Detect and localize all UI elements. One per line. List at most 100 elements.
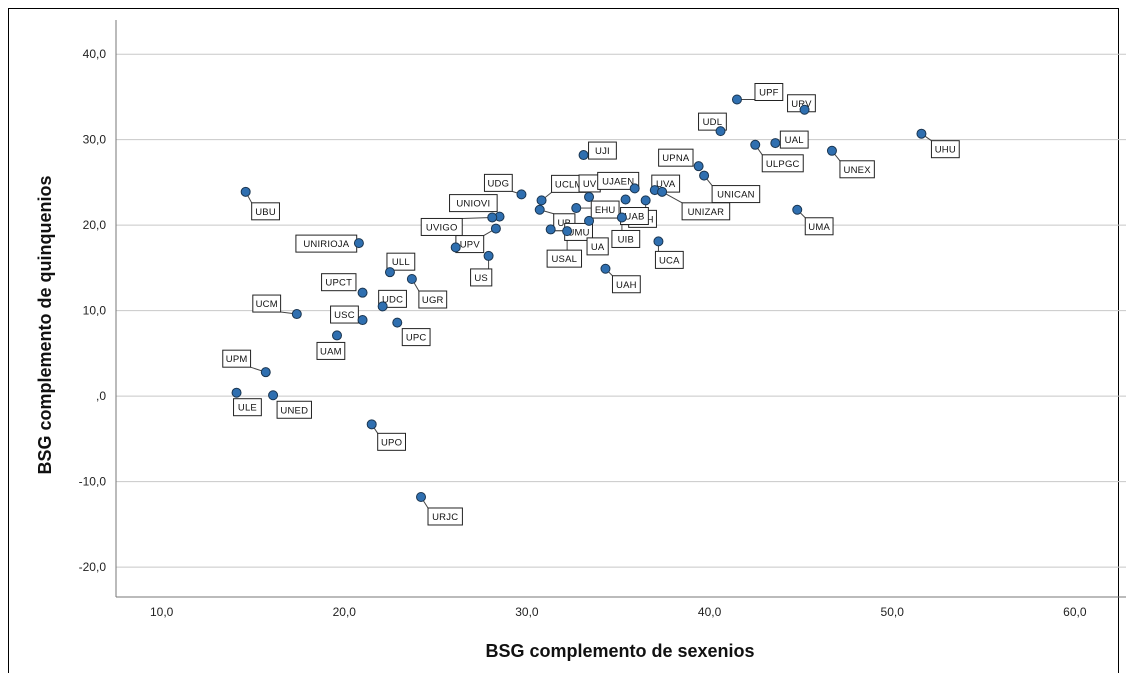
data-point [260, 367, 271, 378]
point-label: UBU [255, 207, 276, 218]
point-label-box [611, 229, 641, 248]
point-label: UHU [935, 145, 956, 156]
point-label-box [779, 130, 809, 149]
point-label: UPV [460, 240, 481, 251]
point-label: UIB [618, 234, 634, 245]
data-point [536, 195, 547, 206]
data-point [584, 191, 595, 202]
point-label-box [449, 194, 498, 213]
data-point [353, 238, 364, 249]
point-label: UNED [280, 405, 308, 416]
point-label: UVIGO [426, 222, 458, 233]
y-tick-label: 30,0 [83, 133, 107, 147]
point-label: UNIOVI [456, 199, 490, 210]
point-label: UNICAN [717, 190, 755, 201]
data-point [516, 189, 527, 200]
data-point [377, 301, 388, 312]
point-label: UJI [595, 146, 610, 157]
point-label: ULPGC [766, 159, 800, 170]
point-label-box [586, 237, 609, 256]
point-label-box [316, 341, 346, 360]
point-label: UPF [759, 87, 779, 98]
point-label-box [427, 507, 463, 526]
data-point [392, 317, 403, 328]
data-point [450, 242, 461, 253]
point-label: UDL [703, 117, 723, 128]
data-point [366, 419, 377, 430]
point-label-box [321, 273, 357, 292]
point-label-box [386, 252, 416, 271]
data-point [629, 183, 640, 194]
point-label-box [681, 202, 731, 221]
data-point [600, 263, 611, 274]
data-point [231, 387, 242, 398]
x-tick-label: 20,0 [333, 605, 357, 619]
point-label: UV [583, 179, 597, 190]
data-point [487, 212, 498, 223]
x-tick-label: 30,0 [515, 605, 539, 619]
point-label-box [611, 275, 641, 294]
point-label-box [377, 432, 406, 451]
data-point [562, 226, 573, 237]
point-label: ULE [238, 403, 257, 414]
point-label: UPNA [662, 153, 690, 164]
point-label: UAB [624, 212, 644, 223]
point-label-box [420, 217, 463, 236]
data-point [731, 94, 742, 105]
label-leader-line [462, 216, 493, 219]
point-label: UAL [785, 135, 804, 146]
data-point [490, 223, 501, 234]
point-label: UPM [226, 354, 248, 365]
data-point [616, 212, 627, 223]
point-label: UNIRIOJA [303, 239, 349, 250]
data-point [357, 287, 368, 298]
point-label-box [546, 249, 583, 268]
point-label-box [654, 250, 684, 269]
point-layer [231, 94, 927, 502]
y-tick-label: -20,0 [79, 560, 107, 574]
point-label: URV [791, 99, 812, 110]
point-label: EHU [595, 205, 616, 216]
point-label: UPCT [325, 278, 352, 289]
data-point [483, 250, 494, 261]
x-tick-label: 40,0 [698, 605, 722, 619]
data-point [240, 186, 251, 197]
data-point [620, 194, 631, 205]
point-label: UCLM [555, 179, 583, 190]
data-point [770, 138, 781, 149]
point-label-box [252, 294, 282, 313]
leader-layer [245, 98, 932, 509]
data-point [291, 309, 302, 320]
data-point [357, 315, 368, 326]
point-label-box [590, 200, 620, 219]
point-label: UCA [659, 255, 680, 266]
y-tick-label: 40,0 [83, 47, 107, 61]
point-label-box [330, 305, 359, 324]
point-label: US [474, 273, 488, 284]
point-label: USAL [552, 254, 578, 265]
point-label: UDG [488, 178, 510, 189]
x-tick-label: 10,0 [150, 605, 174, 619]
y-tick-label: 20,0 [83, 218, 107, 232]
data-point [693, 161, 704, 172]
point-label: UMU [567, 227, 589, 238]
grid-layer [116, 53, 1126, 568]
y-tick-label: 10,0 [83, 304, 107, 318]
data-point [534, 204, 545, 215]
data-point [799, 104, 810, 115]
point-label: UAM [320, 346, 342, 357]
point-label-box [711, 185, 761, 204]
point-label: UVA [656, 179, 676, 190]
data-point [331, 330, 342, 341]
y-tick-label: -10,0 [79, 475, 107, 489]
point-label: UNEX [844, 165, 872, 176]
data-point [699, 170, 710, 181]
data-point [916, 128, 927, 139]
point-label-box [761, 154, 804, 173]
data-point [584, 215, 595, 226]
point-label-box [483, 173, 513, 192]
point-label-box [588, 141, 617, 160]
point-label-box [804, 217, 834, 236]
y-tick-label: ,0 [96, 389, 106, 403]
